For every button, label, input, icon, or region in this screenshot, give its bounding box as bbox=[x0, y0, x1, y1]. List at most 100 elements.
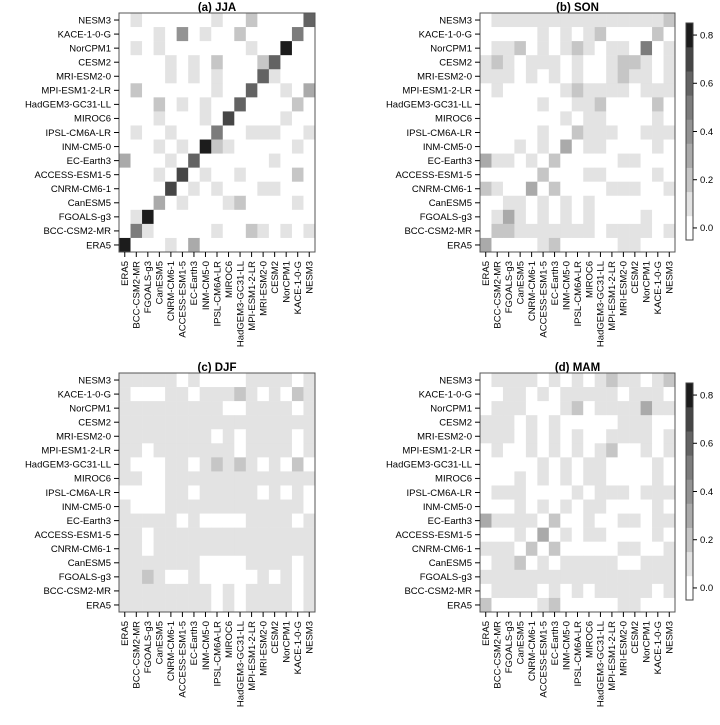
heatmap-cell bbox=[480, 55, 492, 70]
y-tick-label: ACCESS-ESM1-5 bbox=[34, 170, 111, 181]
heatmap-cell bbox=[130, 583, 143, 599]
heatmap-cell bbox=[617, 69, 630, 84]
heatmap-cell bbox=[303, 27, 316, 42]
heatmap-cell bbox=[303, 373, 316, 388]
x-tick-label: INM-CM5-0 bbox=[201, 261, 212, 310]
heatmap-cell bbox=[188, 83, 201, 98]
heatmap-cell bbox=[617, 139, 630, 154]
heatmap-cell bbox=[257, 125, 270, 140]
heatmap-cell bbox=[617, 513, 630, 528]
heatmap-cell bbox=[222, 373, 235, 388]
x-tick-label: BCC-CSM2-MR bbox=[132, 261, 143, 329]
x-tick-label: KACE-1-0-G bbox=[653, 621, 664, 674]
heatmap-cell bbox=[280, 373, 293, 388]
heatmap-cell bbox=[652, 181, 664, 197]
heatmap-cell bbox=[153, 401, 166, 416]
heatmap-cell bbox=[548, 513, 561, 528]
heatmap-cell bbox=[652, 499, 664, 514]
heatmap-cell bbox=[130, 97, 143, 112]
heatmap-cell bbox=[165, 41, 177, 56]
heatmap-cell bbox=[480, 513, 492, 528]
heatmap-cell bbox=[548, 27, 561, 42]
y-tick-label: HadGEM3-GC31-LL bbox=[386, 100, 472, 111]
y-tick-label: MRI-ESM2-0 bbox=[417, 432, 472, 443]
colorbar-swatch bbox=[686, 575, 693, 601]
heatmap-cell bbox=[199, 41, 212, 56]
y-tick-label: ACCESS-ESM1-5 bbox=[34, 530, 111, 541]
heatmap-cell bbox=[548, 527, 561, 543]
colorbar-tick-label: 0.8 bbox=[700, 390, 713, 401]
heatmap-cell bbox=[480, 167, 492, 183]
heatmap-cell bbox=[663, 181, 676, 197]
heatmap-cell bbox=[652, 443, 664, 458]
heatmap-cell bbox=[560, 373, 573, 388]
x-tick-label: ACCESS-ESM1-5 bbox=[538, 261, 549, 338]
heatmap-cell bbox=[525, 457, 538, 472]
heatmap-cell bbox=[617, 457, 630, 472]
heatmap-cell bbox=[291, 209, 304, 225]
heatmap-cell bbox=[652, 167, 664, 183]
heatmap-cell bbox=[571, 139, 584, 154]
heatmap-cell bbox=[280, 195, 293, 211]
heatmap-cell bbox=[548, 597, 561, 613]
x-tick-label: NESM3 bbox=[305, 261, 316, 294]
heatmap-cell bbox=[480, 429, 492, 444]
heatmap-cell bbox=[165, 125, 177, 140]
x-tick-label: MPI-ESM1-2-LR bbox=[247, 621, 258, 691]
heatmap-cell bbox=[652, 471, 664, 486]
heatmap-cell bbox=[119, 429, 131, 444]
heatmap-cell bbox=[188, 485, 201, 500]
heatmap-cell bbox=[537, 27, 550, 42]
heatmap-cell bbox=[280, 209, 293, 225]
heatmap-cell bbox=[188, 471, 201, 486]
heatmap-cell bbox=[617, 55, 630, 70]
heatmap-cell bbox=[280, 499, 293, 514]
heatmap-cell bbox=[514, 597, 527, 613]
heatmap-cell bbox=[199, 457, 212, 472]
heatmap-cell bbox=[165, 209, 177, 225]
heatmap-cell bbox=[548, 373, 561, 388]
heatmap-cell bbox=[663, 555, 676, 571]
heatmap-cell bbox=[571, 527, 584, 543]
heatmap-cell bbox=[176, 415, 189, 430]
heatmap-cell bbox=[291, 27, 304, 42]
heatmap-cell bbox=[617, 415, 630, 430]
heatmap-cell bbox=[629, 443, 641, 458]
heatmap-cell bbox=[234, 69, 247, 84]
heatmap-cell bbox=[130, 209, 143, 225]
y-tick-label: HadGEM3-GC31-LL bbox=[386, 460, 472, 471]
heatmap-cell bbox=[176, 541, 189, 557]
heatmap-cell bbox=[165, 443, 177, 458]
heatmap-cell bbox=[119, 597, 131, 613]
heatmap-cell bbox=[663, 111, 676, 126]
heatmap-cell bbox=[257, 69, 270, 84]
colorbar-swatch bbox=[686, 383, 693, 408]
heatmap-cell bbox=[119, 457, 131, 472]
heatmap-cell bbox=[222, 401, 235, 416]
heatmap-cell bbox=[617, 541, 630, 557]
heatmap-cell bbox=[245, 223, 258, 239]
heatmap-cell bbox=[606, 181, 618, 197]
heatmap-cell bbox=[176, 387, 189, 402]
heatmap-cell bbox=[583, 41, 596, 56]
panel-1: (b) SONNESM3KACE-1-0-GNorCPM1CESM2MRI-ES… bbox=[386, 2, 676, 347]
x-tick-label: ERA5 bbox=[120, 261, 131, 286]
heatmap-cell bbox=[268, 83, 281, 98]
heatmap-cell bbox=[280, 111, 293, 126]
heatmap-cell bbox=[629, 181, 641, 197]
y-tick-label: MIROC6 bbox=[74, 474, 111, 485]
heatmap-cell bbox=[617, 373, 630, 388]
heatmap-cell bbox=[188, 153, 201, 168]
x-tick-label: CNRM-CM6-1 bbox=[166, 621, 177, 681]
heatmap-cell bbox=[640, 387, 653, 402]
heatmap-cell bbox=[257, 387, 270, 402]
heatmap-cell bbox=[606, 69, 618, 84]
heatmap-cell bbox=[199, 373, 212, 388]
y-tick-label: ERA5 bbox=[86, 240, 111, 251]
heatmap-cell bbox=[606, 97, 618, 112]
heatmap-cell bbox=[583, 387, 596, 402]
heatmap-cell bbox=[188, 499, 201, 514]
heatmap-cell bbox=[211, 41, 224, 56]
heatmap-cell bbox=[652, 13, 664, 28]
heatmap-cell bbox=[234, 373, 247, 388]
